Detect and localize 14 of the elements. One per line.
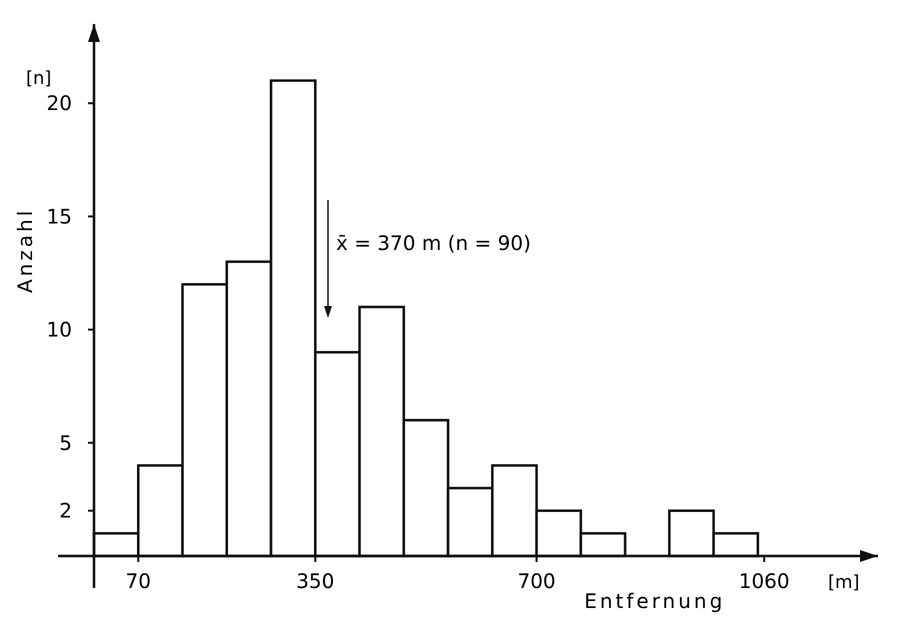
y-tick-label: 20 [46, 91, 72, 116]
y-axis-title: Anzahl [13, 208, 37, 294]
y-tick-label: 15 [46, 204, 72, 228]
y-tick-label: 2 [59, 498, 72, 523]
y-tick-label: 5 [59, 430, 72, 455]
x-tick-label: 1060 [738, 569, 790, 593]
x-tick-label: 700 [517, 569, 556, 593]
x-axis-title: Entfernung [584, 589, 726, 613]
annotation: x̄ = 370 m (n = 90) [336, 231, 531, 255]
y-tick-label: 10 [46, 318, 72, 342]
text: [n] [26, 68, 52, 89]
x-tick-label: 350 [296, 569, 334, 593]
x-tick-label: 70 [126, 569, 151, 593]
text: [m] [828, 572, 860, 593]
